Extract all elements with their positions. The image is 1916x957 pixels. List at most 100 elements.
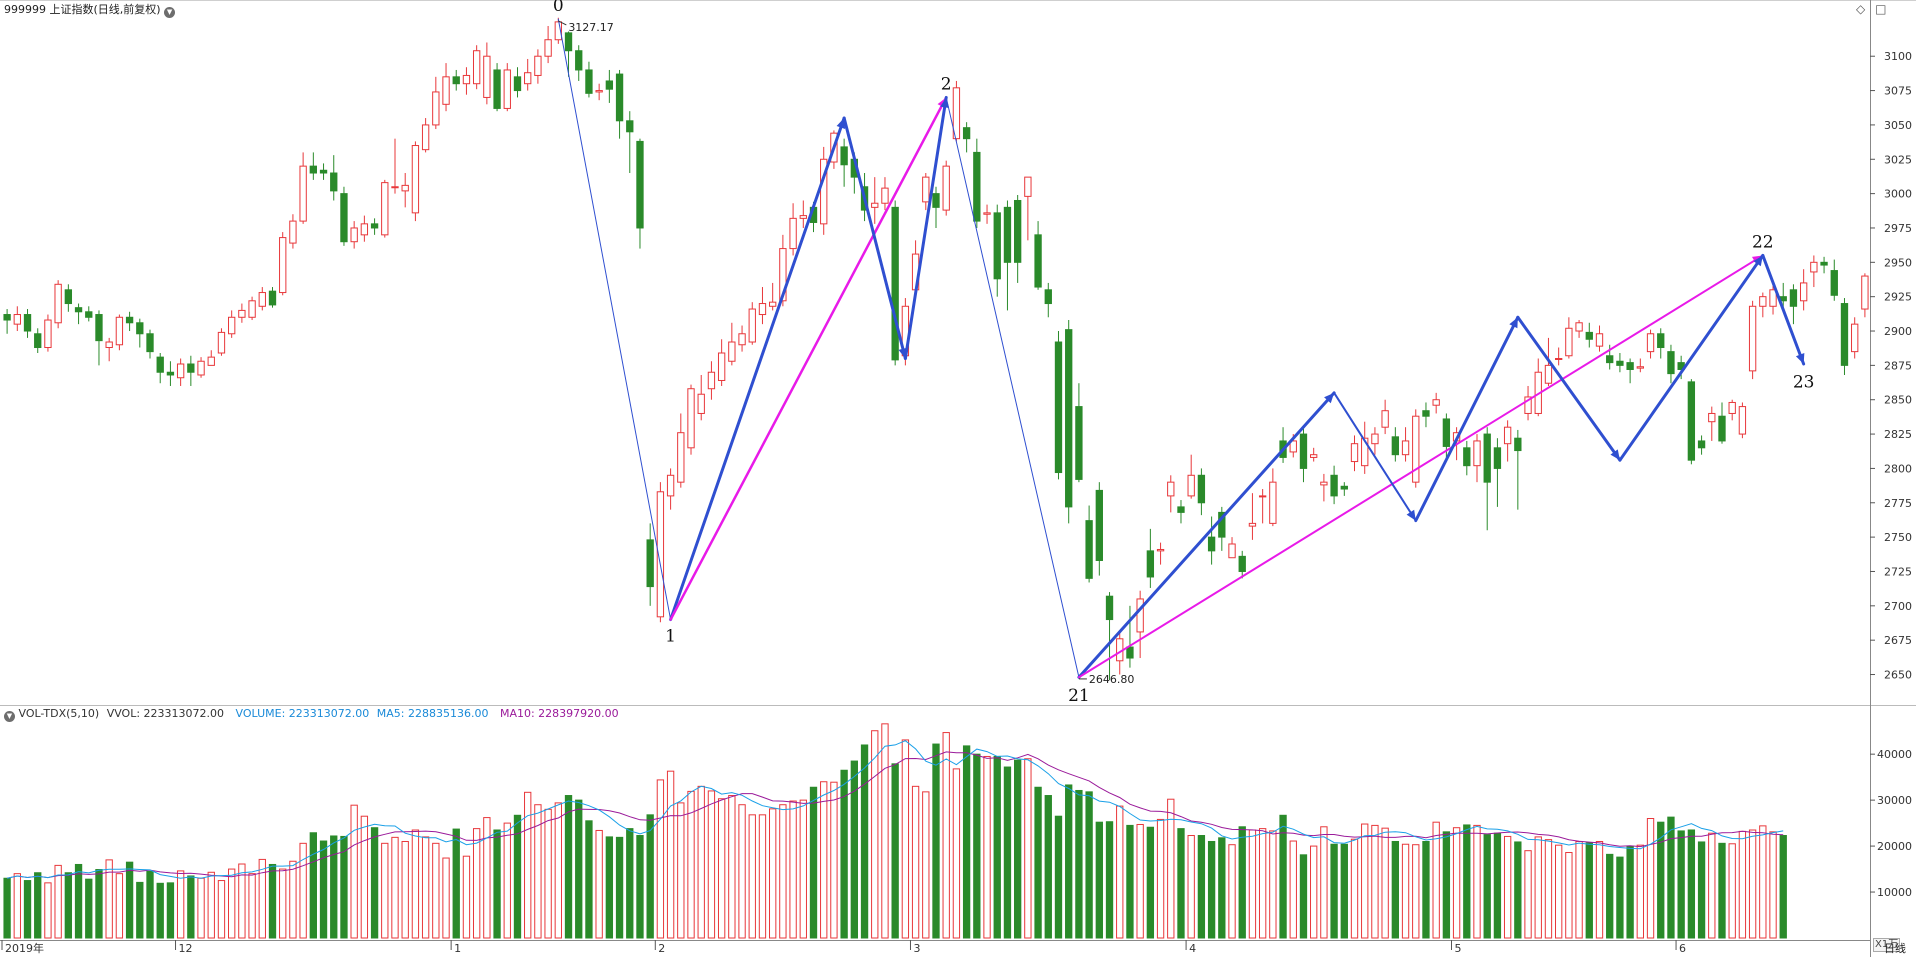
- square-icon[interactable]: □: [1875, 2, 1887, 16]
- candle-body-down: [1105, 595, 1114, 621]
- volume-bar-down: [1330, 843, 1338, 939]
- volume-tick-label: 20000: [1877, 840, 1912, 853]
- volume-bar-up: [238, 863, 246, 939]
- candle-body-up: [1412, 415, 1420, 483]
- price-tick-label: 2925: [1884, 291, 1912, 304]
- value-label-0: 3127.17: [568, 21, 614, 34]
- volume-bar-up: [1708, 832, 1716, 939]
- chevron-down-circle-icon[interactable]: ▼: [164, 7, 176, 18]
- candle-body-down: [74, 307, 83, 313]
- price-tick-label: 2875: [1884, 359, 1912, 372]
- volume-bar-down: [1003, 766, 1012, 939]
- volume-bar-down: [932, 743, 940, 939]
- price-tick-label: 2675: [1884, 634, 1912, 647]
- volume-bar-up: [738, 804, 746, 939]
- volume-bar-up: [13, 873, 21, 939]
- volume-bar-up: [554, 802, 562, 939]
- volume-bar-up: [432, 842, 440, 939]
- volume-bar-up: [1371, 824, 1379, 939]
- wave-line-21-c-head: [1324, 392, 1335, 404]
- candle-body-up: [1544, 364, 1553, 384]
- candle-body-down: [1126, 646, 1134, 659]
- candle-body-up: [1861, 275, 1869, 310]
- candle-body-up: [115, 316, 124, 346]
- volume-bar-down: [74, 863, 83, 939]
- volume-bar-down: [1085, 791, 1093, 939]
- period-button[interactable]: 日线: [1884, 942, 1906, 955]
- candle-body-down: [1013, 199, 1022, 263]
- volume-bar-up: [656, 779, 665, 939]
- volume-bar-up: [952, 768, 961, 939]
- diamond-icon[interactable]: ◇: [1856, 2, 1866, 16]
- ma5-value: MA5: 228835136.00: [376, 707, 489, 720]
- candle-body-up: [299, 165, 307, 222]
- x-tick-label: 2: [658, 942, 665, 955]
- volume-bar-down: [370, 827, 379, 939]
- candle-body-up: [1136, 598, 1144, 633]
- chevron-down-circle-icon[interactable]: ▼: [4, 711, 15, 722]
- volume-bar-up: [54, 864, 62, 939]
- candle-body-up: [820, 158, 828, 225]
- volume-bar-up: [462, 855, 471, 939]
- candle-body-up: [1769, 289, 1777, 307]
- volume-bar-down: [1095, 821, 1103, 939]
- price-tick-label: 2825: [1884, 428, 1912, 441]
- value-label-21: 2646.80: [1089, 673, 1135, 686]
- x-tick-label: 2019年: [5, 941, 44, 955]
- volume-bar-down: [1626, 845, 1634, 939]
- candle-body-down: [1218, 511, 1226, 538]
- price-tick-label: 2775: [1884, 497, 1912, 510]
- candle-body-up: [697, 393, 705, 414]
- volume-bar-up: [279, 868, 287, 939]
- candle-body-up: [472, 50, 481, 85]
- candle-body-down: [840, 146, 848, 166]
- candle-body-down: [891, 206, 899, 361]
- candle-body-up: [1748, 305, 1757, 372]
- candle-body-down: [1606, 355, 1614, 364]
- volume-bar-down: [1718, 842, 1726, 939]
- candle-body-up: [248, 300, 256, 318]
- wave-line-f-22: [1618, 253, 1765, 462]
- volume-bar-up: [391, 836, 399, 939]
- candle-body-up: [44, 319, 52, 349]
- candle-body-down: [962, 127, 971, 140]
- candle-body-up: [289, 220, 297, 244]
- candle-body-down: [636, 140, 644, 229]
- candle-body-down: [3, 314, 11, 321]
- volume-bar-down: [1687, 829, 1696, 939]
- candle-body-up: [197, 360, 205, 376]
- volume-bar-down: [993, 755, 1001, 939]
- candle-body-up: [1371, 433, 1379, 445]
- volume-bar-up: [789, 800, 797, 939]
- volume-bar-down: [1299, 854, 1308, 939]
- wave-line-2-21: [945, 96, 1080, 678]
- security-title: 999999 上证指数(日线,前复权): [4, 3, 161, 16]
- candle-body-up: [789, 217, 797, 250]
- volume-bar-up: [1381, 827, 1389, 939]
- volume-bar-up: [942, 732, 950, 939]
- candle-body-up: [442, 76, 450, 105]
- volume-bar-up: [44, 882, 52, 939]
- candle-body-down: [626, 120, 634, 133]
- volume-bar-down: [64, 872, 73, 939]
- volume-bar-down: [493, 829, 501, 939]
- candle-body-up: [1555, 358, 1563, 360]
- volume-bar-up: [248, 873, 256, 939]
- candle-body-down: [1003, 206, 1012, 263]
- candle-body-down: [1065, 329, 1073, 508]
- candle-body-down: [85, 311, 93, 318]
- candle-body-up: [1646, 333, 1655, 353]
- volume-bar-up: [411, 829, 420, 939]
- wave-line-1-2: [669, 96, 948, 621]
- candle-body-up: [534, 55, 542, 76]
- candle-body-up: [462, 74, 471, 85]
- volume-tick-label: 40000: [1877, 748, 1912, 761]
- volume-bar-down: [1483, 834, 1491, 939]
- volume-bar-up: [1289, 840, 1297, 939]
- volume-bar-up: [289, 860, 297, 939]
- candle-body-up: [769, 301, 777, 307]
- volume-bar-down: [1013, 759, 1022, 939]
- volume-bar-down: [1340, 843, 1348, 939]
- volume-bar-up: [1156, 818, 1165, 939]
- candle-body-down: [136, 322, 144, 335]
